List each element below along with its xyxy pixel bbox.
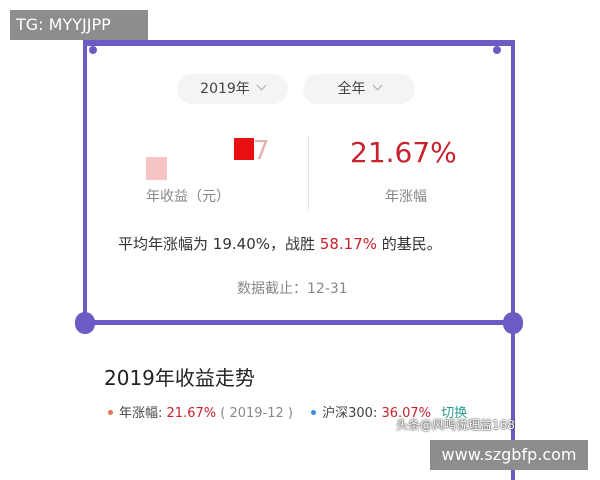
year-text: 2019年 <box>200 81 250 97</box>
legend-label: 沪深300: <box>322 406 378 421</box>
redaction <box>146 157 167 180</box>
legend-date: ( 2019-12 ) <box>220 406 293 421</box>
beat-value: 58.17% <box>319 235 377 253</box>
frame-right <box>511 40 515 480</box>
income-partial: 7 <box>253 136 270 166</box>
watermark: 头条@风鸣说理益168 <box>396 418 515 432</box>
trend-title: 2019年收益走势 <box>104 366 255 390</box>
legend-value: 36.07% <box>381 406 432 421</box>
pin <box>493 46 501 54</box>
legend-label: 年涨幅: <box>119 406 163 421</box>
legend-value: 21.67% <box>166 406 217 421</box>
frame-left <box>83 40 87 330</box>
legend-dot <box>311 410 317 415</box>
period-select[interactable]: 全年 <box>303 74 415 104</box>
return-label: 年涨幅 <box>385 189 427 205</box>
pin <box>89 46 97 54</box>
return-value: 21.67% <box>350 136 457 169</box>
sentence-text: 平均年涨幅为 <box>118 235 209 253</box>
switch[interactable]: 切换 <box>441 406 468 421</box>
period-text: 全年 <box>337 81 366 97</box>
overlay-tag: TG: MYYJJPP <box>10 10 148 40</box>
sentence-text: 的基民。 <box>381 235 442 253</box>
band-cap <box>75 312 95 334</box>
average-value: 19.40% <box>212 235 270 253</box>
redaction <box>234 138 254 160</box>
frame-top <box>83 40 515 46</box>
cutoff: 数据截止：12-31 <box>237 281 348 297</box>
band <box>83 320 515 325</box>
year-select[interactable]: 2019年 <box>177 74 288 104</box>
legend: 年涨幅: 21.67% ( 2019-12 ) 沪深300: 36.07% 切换 <box>108 402 467 421</box>
band-cap <box>503 312 523 334</box>
income-label: 年收益（元） <box>146 189 230 205</box>
sentence-text: ，战胜 <box>270 235 316 253</box>
site-tag: www.szgbfp.com <box>430 440 588 470</box>
divider <box>308 135 309 210</box>
legend-dot <box>108 410 113 415</box>
sentence: 平均年涨幅为 19.40%，战胜 58.17% 的基民。 <box>118 233 442 254</box>
